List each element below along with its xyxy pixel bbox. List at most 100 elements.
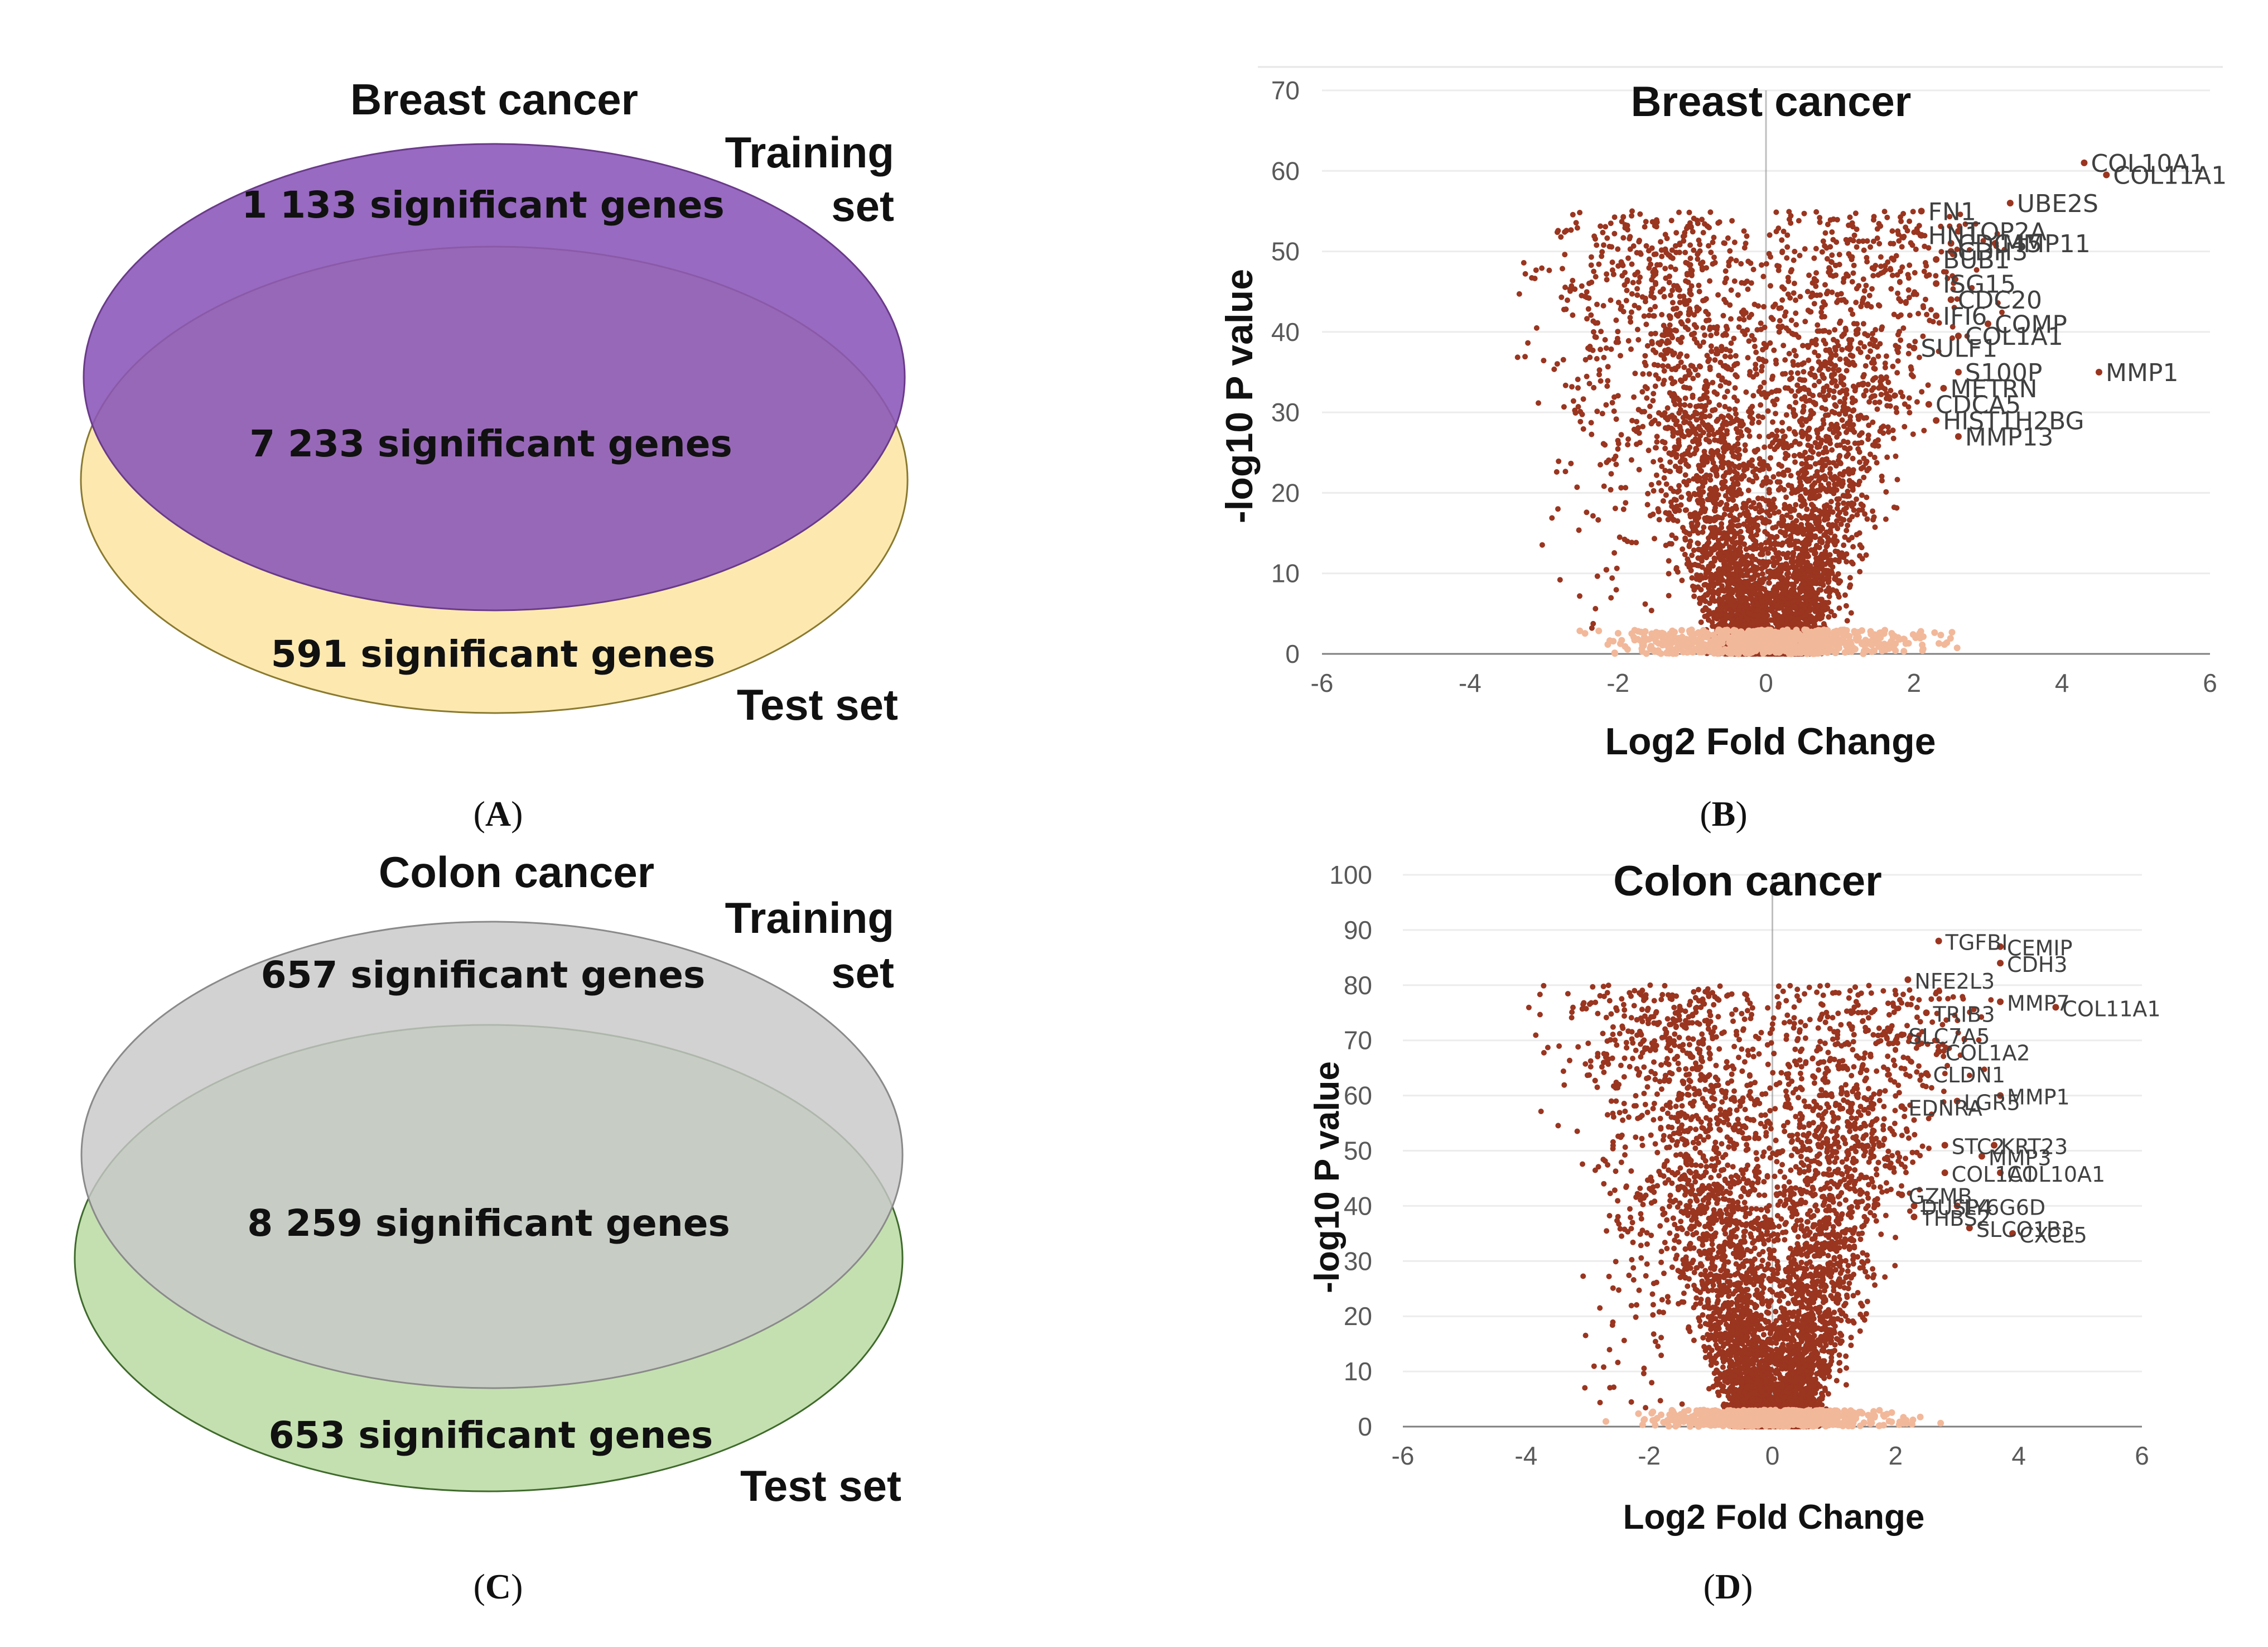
volcano-breast-point: [1884, 214, 1890, 220]
volcano-breast-point: [1838, 373, 1844, 379]
volcano-breast-point: [1800, 531, 1806, 537]
volcano-breast-point: [1676, 209, 1682, 215]
volcano-breast-point: [1624, 287, 1630, 293]
volcano-breast-point: [1708, 343, 1714, 349]
volcano-breast-point: [1710, 379, 1716, 386]
volcano-breast-point: [1604, 235, 1610, 241]
volcano-breast-point: [1568, 460, 1574, 466]
volcano-breast-point: [1622, 269, 1628, 276]
volcano-breast-point: [1870, 508, 1876, 514]
volcano-breast-point: [1832, 402, 1838, 408]
volcano-breast-point: [1879, 425, 1884, 431]
volcano-breast-point: [1696, 282, 1702, 288]
volcano-breast-point: [1793, 297, 1799, 304]
volcano-breast-point: [1596, 372, 1602, 378]
venn-colon-training-only-count: 657 significant genes: [261, 953, 706, 996]
volcano-breast-point: [1736, 316, 1743, 322]
volcano-breast-point: [1775, 567, 1780, 573]
volcano-breast-point: [1609, 267, 1615, 273]
volcano-breast-point: [1861, 455, 1867, 461]
volcano-breast-point: [1743, 389, 1749, 395]
volcano-breast-point: [1794, 558, 1800, 565]
volcano-breast-point: [1529, 275, 1535, 281]
volcano-breast-point: [1779, 237, 1785, 243]
volcano-breast-point: [1834, 339, 1840, 345]
volcano-breast-point: [1593, 236, 1598, 242]
volcano-breast-point: [1923, 263, 1929, 269]
volcano-breast-point: [1580, 396, 1586, 402]
volcano-breast-point: [1797, 441, 1803, 447]
volcano-breast-point: [1774, 444, 1780, 450]
volcano-breast-point: [1738, 261, 1744, 267]
volcano-breast-point: [1628, 309, 1634, 315]
volcano-breast-point: [1724, 431, 1730, 437]
volcano-breast-point: [1649, 286, 1655, 292]
volcano-breast-point: [1837, 578, 1844, 584]
volcano-breast-point: [1740, 307, 1746, 314]
volcano-breast-point: [1700, 325, 1706, 331]
volcano-breast-point: [1653, 280, 1658, 286]
volcano-breast-point: [1582, 357, 1589, 363]
volcano-breast-point: [1798, 493, 1804, 499]
volcano-breast-point: [1628, 346, 1634, 352]
venn-colon-overlap-count: 8 259 significant genes: [247, 1202, 730, 1245]
volcano-breast-point: [1643, 243, 1649, 249]
volcano-breast-point: [1654, 439, 1660, 445]
volcano-breast-point: [1907, 218, 1913, 224]
volcano-breast-point: [1698, 403, 1705, 409]
volcano-breast-point: [1925, 382, 1931, 388]
volcano-breast-point: [1895, 228, 1901, 234]
volcano-breast-point: [1663, 510, 1669, 516]
volcano-breast-point: [1812, 401, 1818, 407]
volcano-breast-point: [1745, 512, 1751, 518]
volcano-breast-point: [1574, 225, 1580, 231]
volcano-breast-point: [1678, 427, 1684, 434]
volcano-breast-point: [1636, 430, 1642, 436]
volcano-breast-point: [1770, 555, 1776, 561]
volcano-breast-point: [1930, 319, 1936, 325]
volcano-breast-point: [1866, 422, 1872, 428]
volcano-breast-point: [1807, 537, 1813, 543]
volcano-breast-point: [1711, 234, 1717, 240]
volcano-breast-point: [1766, 575, 1772, 581]
volcano-breast-point: [1608, 471, 1614, 477]
volcano-breast-point: [1761, 304, 1767, 310]
volcano-breast-point: [1776, 388, 1782, 394]
venn-breast-training-label-2: set: [831, 181, 894, 230]
volcano-breast-point: [1833, 487, 1840, 493]
volcano-breast-point: [1905, 350, 1912, 357]
volcano-breast-point: [1751, 622, 1757, 628]
volcano-breast-point: [1710, 460, 1716, 466]
volcano-breast-point: [1631, 394, 1637, 400]
volcano-breast-point: [1822, 445, 1828, 451]
volcano-breast-point: [1662, 410, 1668, 416]
volcano-breast-point: [1782, 357, 1788, 363]
volcano-breast-point: [1615, 329, 1621, 335]
volcano-breast-point: [1780, 343, 1787, 349]
volcano-breast-point: [1660, 498, 1666, 504]
volcano-breast-point: [1691, 547, 1697, 553]
volcano-breast-point: [1842, 325, 1849, 331]
volcano-breast-point: [1841, 297, 1847, 303]
volcano-breast-point: [1792, 248, 1798, 254]
volcano-breast-point: [1677, 465, 1683, 471]
volcano-breast-point: [1783, 412, 1789, 418]
volcano-breast-point: [1687, 262, 1693, 268]
volcano-breast-point: [1801, 369, 1807, 375]
volcano-breast-point: [1695, 540, 1701, 546]
volcano-breast-point: [1876, 240, 1883, 247]
volcano-breast-point: [1772, 540, 1778, 546]
volcano-breast-point: [1883, 374, 1889, 380]
volcano-breast-point: [1707, 209, 1714, 215]
volcano-breast-point: [1599, 411, 1605, 417]
volcano-breast-point: [1764, 509, 1770, 515]
volcano-breast-point: [1692, 367, 1698, 373]
volcano-breast-point: [1719, 431, 1725, 437]
volcano-breast-point: [1693, 403, 1699, 410]
volcano-breast-point: [1679, 335, 1685, 340]
volcano-breast-point: [1770, 504, 1776, 511]
volcano-breast-point: [1682, 472, 1688, 478]
volcano-breast-point: [1913, 246, 1919, 252]
volcano-breast-point: [1857, 459, 1862, 465]
volcano-breast-point: [1767, 568, 1773, 574]
